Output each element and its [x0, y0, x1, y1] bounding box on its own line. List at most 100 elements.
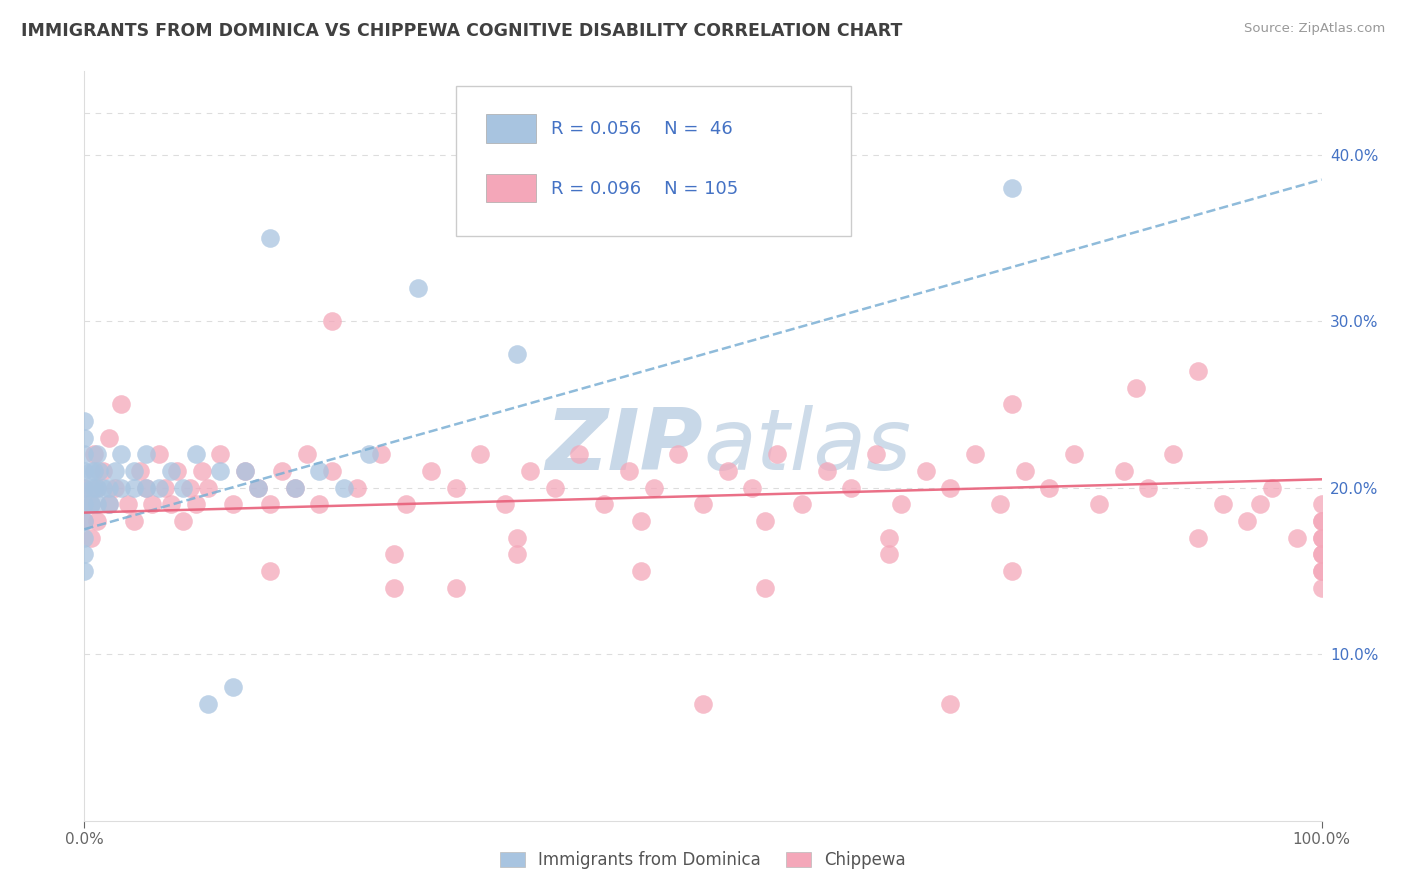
Point	[122, 464, 145, 478]
Point	[73, 547, 96, 561]
Point	[153, 481, 176, 495]
Point	[519, 464, 541, 478]
Point	[506, 547, 529, 561]
Point	[209, 464, 232, 478]
Point	[419, 464, 441, 478]
Point	[83, 481, 105, 495]
Point	[246, 481, 269, 495]
Point	[494, 497, 516, 511]
Point	[692, 497, 714, 511]
Point	[815, 464, 838, 478]
Point	[209, 447, 232, 461]
Point	[1001, 397, 1024, 411]
Point	[1088, 497, 1111, 511]
Point	[630, 514, 652, 528]
Point	[1310, 531, 1333, 545]
Point	[79, 464, 101, 478]
Point	[122, 514, 145, 528]
Point	[965, 447, 987, 461]
Point	[160, 464, 183, 478]
Point	[98, 431, 121, 445]
Point	[408, 281, 430, 295]
Point	[1310, 531, 1333, 545]
Point	[308, 497, 330, 511]
Point	[939, 481, 962, 495]
Point	[295, 447, 318, 461]
Point	[98, 481, 121, 495]
Point	[73, 481, 96, 495]
Point	[1310, 581, 1333, 595]
Point	[86, 497, 108, 511]
Point	[1310, 497, 1333, 511]
Point	[86, 447, 108, 461]
Point	[346, 481, 368, 495]
Point	[233, 464, 256, 478]
Point	[692, 697, 714, 711]
Point	[666, 447, 689, 461]
Point	[148, 481, 170, 495]
Point	[79, 497, 101, 511]
Point	[754, 514, 776, 528]
Point	[271, 464, 294, 478]
Point	[939, 697, 962, 711]
Point	[543, 481, 565, 495]
Point	[370, 447, 392, 461]
Point	[172, 481, 194, 495]
Point	[160, 497, 183, 511]
Text: R = 0.056    N =  46: R = 0.056 N = 46	[551, 120, 733, 138]
Point	[1310, 547, 1333, 561]
Point	[98, 497, 121, 511]
Point	[717, 464, 740, 478]
Point	[104, 464, 127, 478]
Point	[191, 464, 214, 478]
Point	[1001, 564, 1024, 578]
Point	[506, 347, 529, 361]
Point	[357, 447, 380, 461]
Point	[1285, 531, 1308, 545]
Point	[593, 497, 616, 511]
Point	[877, 547, 900, 561]
Point	[506, 531, 529, 545]
Point	[86, 481, 108, 495]
Point	[890, 497, 912, 511]
Point	[1137, 481, 1160, 495]
Point	[630, 564, 652, 578]
Point	[259, 231, 281, 245]
Point	[1161, 447, 1184, 461]
Point	[382, 581, 405, 595]
Point	[110, 481, 132, 495]
Point	[308, 464, 330, 478]
Point	[444, 481, 467, 495]
Point	[754, 581, 776, 595]
Point	[790, 497, 813, 511]
Point	[73, 431, 96, 445]
Point	[395, 497, 418, 511]
Point	[73, 481, 96, 495]
Point	[172, 514, 194, 528]
Point	[135, 481, 157, 495]
Point	[73, 497, 96, 511]
Point	[141, 497, 163, 511]
Point	[110, 397, 132, 411]
Point	[1014, 464, 1036, 478]
Point	[1310, 564, 1333, 578]
Point	[1125, 381, 1147, 395]
FancyBboxPatch shape	[456, 87, 852, 236]
Point	[877, 531, 900, 545]
Point	[79, 497, 101, 511]
Point	[117, 497, 139, 511]
Point	[741, 481, 763, 495]
Point	[73, 464, 96, 478]
Point	[568, 447, 591, 461]
Point	[333, 481, 356, 495]
Point	[135, 447, 157, 461]
Point	[841, 481, 863, 495]
Point	[73, 564, 96, 578]
Point	[184, 497, 207, 511]
Point	[179, 481, 201, 495]
Point	[73, 531, 96, 545]
Point	[1310, 514, 1333, 528]
Text: R = 0.096    N = 105: R = 0.096 N = 105	[551, 180, 738, 198]
Point	[865, 447, 887, 461]
Point	[79, 531, 101, 545]
